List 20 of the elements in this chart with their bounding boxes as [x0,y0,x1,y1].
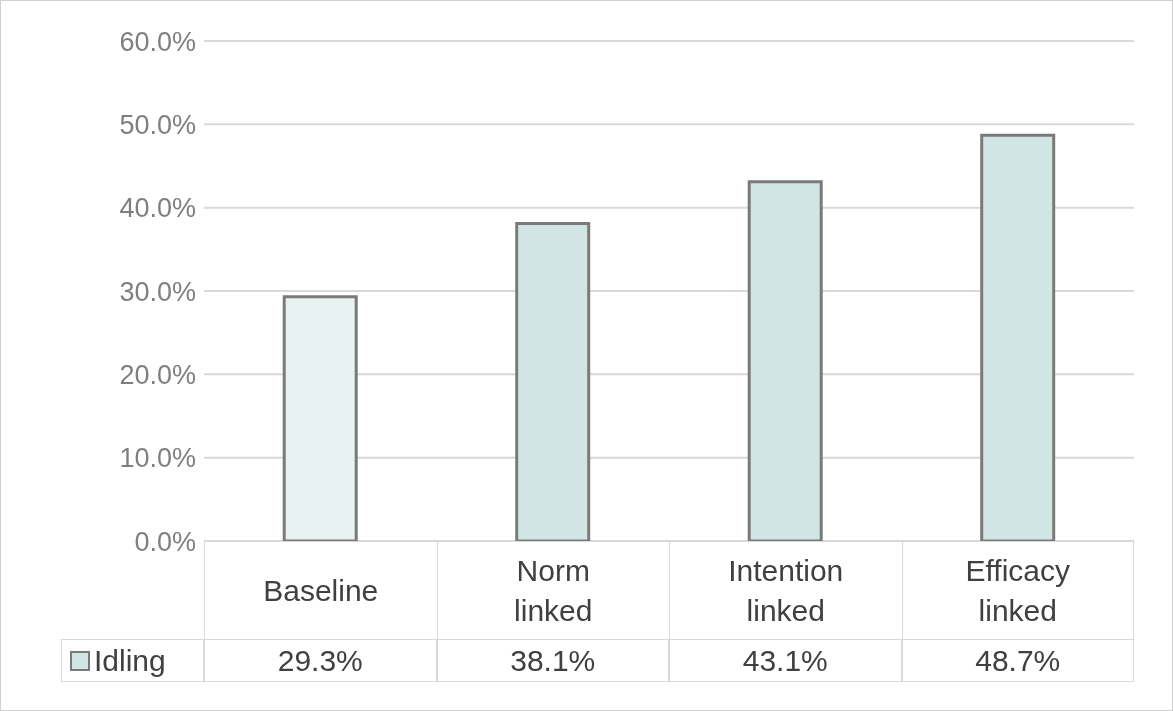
x-tick-label: Efficacy linked [901,541,1134,639]
y-tick-label: 60.0% [119,26,196,57]
y-tick-label: 20.0% [119,359,196,390]
bar [980,133,1056,541]
x-tick-label: Baseline [204,541,437,639]
y-tick-label: 0.0% [134,526,196,557]
data-label: 29.3% [204,639,437,682]
y-tick-label: 50.0% [119,109,196,140]
bar [282,295,358,541]
bar [747,180,823,541]
data-label: 43.1% [669,639,902,682]
bar [515,222,591,541]
y-tick-label: 40.0% [119,193,196,224]
legend-label: Idling [61,639,204,682]
data-label: 48.7% [901,639,1134,682]
x-tick-label: Intention linked [669,541,902,639]
y-tick-label: 30.0% [119,276,196,307]
y-tick-label: 10.0% [119,443,196,474]
data-label: 38.1% [436,639,669,682]
x-tick-label: Norm linked [436,541,669,639]
